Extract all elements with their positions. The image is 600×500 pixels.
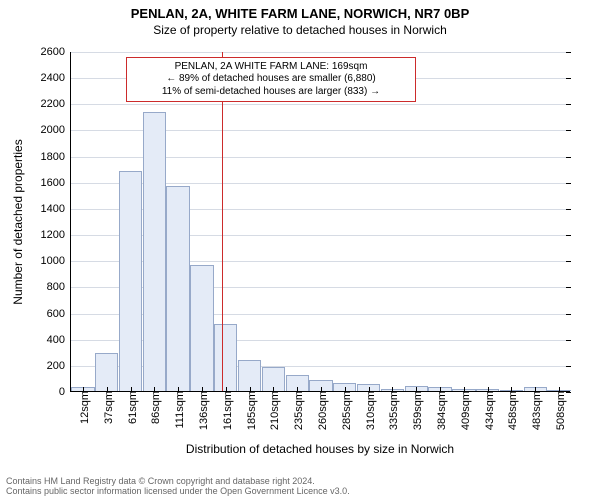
x-tick-label: 285sqm (337, 391, 353, 430)
x-tick-label: 409sqm (456, 391, 472, 430)
x-tick-label: 235sqm (289, 391, 305, 430)
histogram-bar (214, 324, 237, 391)
x-tick-label: 260sqm (313, 391, 329, 430)
footer-line-2: Contains public sector information licen… (6, 486, 594, 496)
subtitle: Size of property relative to detached ho… (0, 21, 600, 37)
histogram-chart: 0200400600800100012001400160018002000220… (70, 52, 570, 392)
x-tick-label: 335sqm (384, 391, 400, 430)
histogram-bar (119, 171, 142, 391)
gridline (71, 52, 570, 53)
x-tick-label: 136sqm (194, 391, 210, 430)
y-tick-label: 1400 (41, 203, 71, 215)
gridline (71, 104, 570, 105)
x-tick-label: 86sqm (146, 391, 162, 424)
y-tick-label: 800 (47, 281, 71, 293)
y-tick-label: 2200 (41, 98, 71, 110)
reference-line (222, 52, 223, 391)
footer-attribution: Contains HM Land Registry data © Crown c… (6, 476, 594, 496)
y-tick-label: 1600 (41, 177, 71, 189)
x-tick-label: 434sqm (480, 391, 496, 430)
y-tick-label: 2600 (41, 46, 71, 58)
x-tick-label: 12sqm (75, 391, 91, 424)
annotation-line: ← 89% of detached houses are smaller (6,… (133, 73, 409, 86)
histogram-bar (190, 265, 213, 391)
histogram-bar (143, 112, 166, 391)
y-tick-label: 0 (59, 386, 71, 398)
x-tick-label: 384sqm (432, 391, 448, 430)
y-tick-label: 200 (47, 360, 71, 372)
x-tick-label: 508sqm (551, 391, 567, 430)
footer-line-1: Contains HM Land Registry data © Crown c… (6, 476, 594, 486)
x-tick-label: 61sqm (123, 391, 139, 424)
annotation-line: PENLAN, 2A WHITE FARM LANE: 169sqm (133, 61, 409, 74)
x-tick-label: 37sqm (99, 391, 115, 424)
y-tick-label: 2400 (41, 72, 71, 84)
y-tick-label: 400 (47, 334, 71, 346)
x-tick-label: 359sqm (408, 391, 424, 430)
x-tick-label: 210sqm (265, 391, 281, 430)
annotation-box: PENLAN, 2A WHITE FARM LANE: 169sqm← 89% … (126, 57, 416, 103)
y-tick-label: 1800 (41, 151, 71, 163)
x-tick-label: 161sqm (218, 391, 234, 430)
histogram-bar (95, 353, 118, 391)
x-tick-label: 111sqm (170, 391, 186, 429)
x-tick-label: 458sqm (503, 391, 519, 430)
x-tick-label: 185sqm (242, 391, 258, 430)
y-tick-label: 1000 (41, 255, 71, 267)
x-tick-label: 483sqm (527, 391, 543, 430)
y-axis-label: Number of detached properties (11, 139, 25, 304)
x-axis-label: Distribution of detached houses by size … (70, 442, 570, 456)
y-tick-label: 600 (47, 308, 71, 320)
y-tick-label: 2000 (41, 124, 71, 136)
annotation-line: 11% of semi-detached houses are larger (… (133, 86, 409, 99)
y-tick-label: 1200 (41, 229, 71, 241)
histogram-bar (166, 186, 189, 391)
page-title: PENLAN, 2A, WHITE FARM LANE, NORWICH, NR… (0, 0, 600, 21)
x-tick-label: 310sqm (361, 391, 377, 430)
